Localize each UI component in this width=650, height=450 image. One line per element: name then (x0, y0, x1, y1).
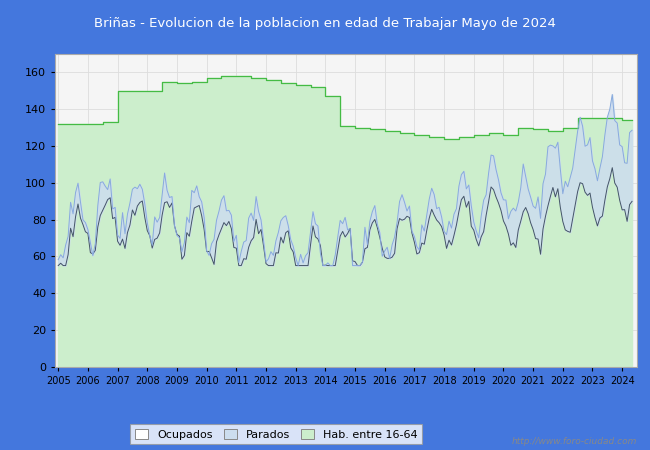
Text: Briñas - Evolucion de la poblacion en edad de Trabajar Mayo de 2024: Briñas - Evolucion de la poblacion en ed… (94, 17, 556, 30)
Text: http://www.foro-ciudad.com: http://www.foro-ciudad.com (512, 436, 637, 446)
Legend: Ocupados, Parados, Hab. entre 16-64: Ocupados, Parados, Hab. entre 16-64 (130, 424, 422, 444)
